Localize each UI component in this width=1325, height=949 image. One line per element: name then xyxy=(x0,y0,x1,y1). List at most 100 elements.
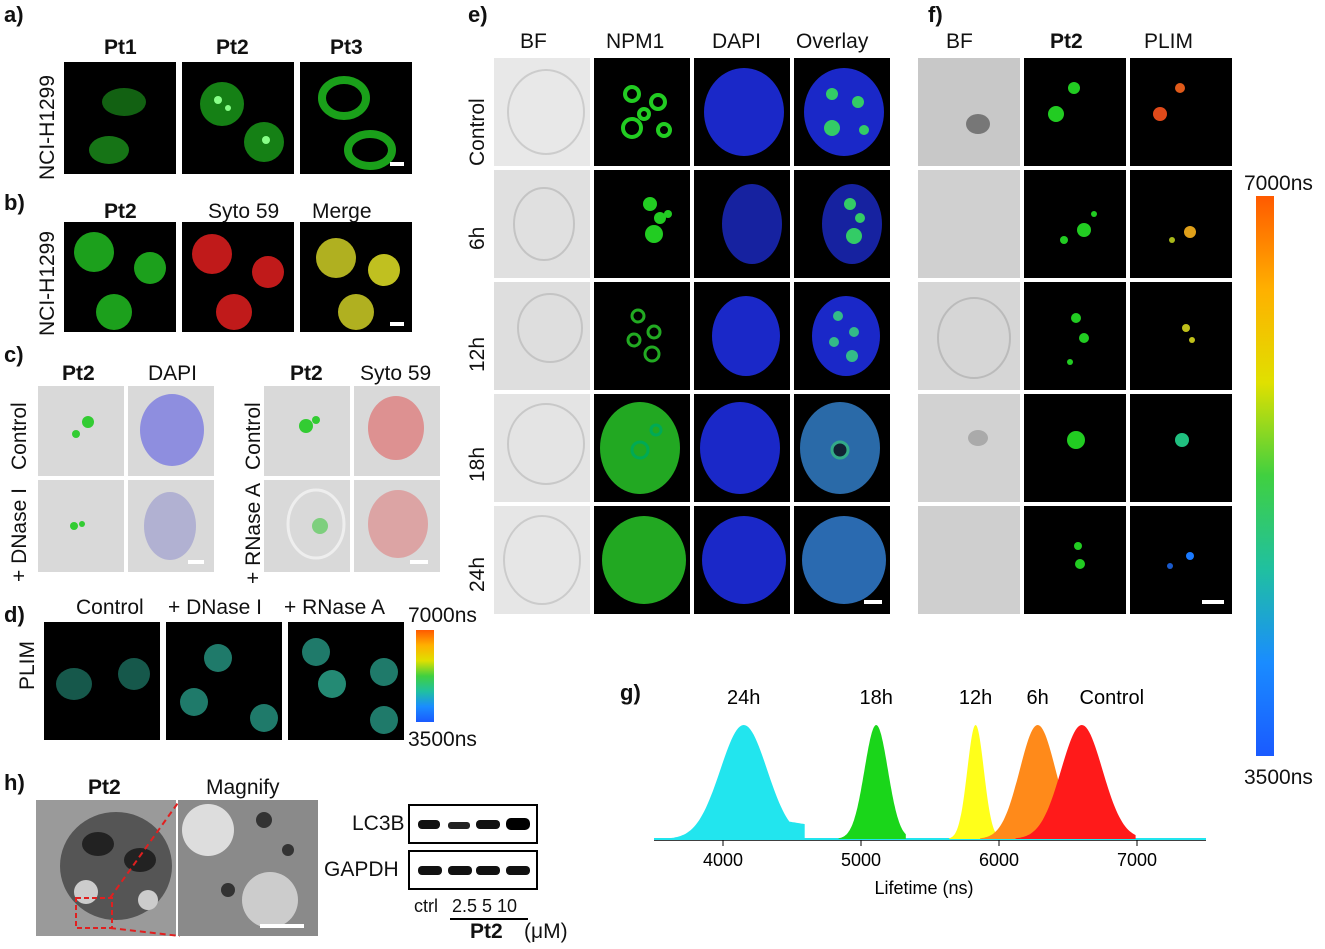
panel-f-bf-24h xyxy=(918,506,1020,614)
panel-f-bf-6h xyxy=(918,170,1020,278)
panel-e-bf-12h xyxy=(494,282,590,390)
panel-a-letter: a) xyxy=(4,2,24,27)
panel-a-img-pt1 xyxy=(64,62,176,174)
x-axis-label: Lifetime (ns) xyxy=(874,878,973,898)
panel-e-npm1-24h xyxy=(594,506,690,614)
panel-e-npm1-18h xyxy=(594,394,690,502)
panel-e-row-18h: 18h xyxy=(466,446,489,482)
panel-f-pt2-6h xyxy=(1024,170,1126,278)
panel-c-right-row-rnase: + RNase A xyxy=(242,483,265,584)
panel-f-col-bf: BF xyxy=(946,30,973,53)
panel-f-plim-6h xyxy=(1130,170,1232,278)
panel-d-row-label: PLIM xyxy=(16,640,39,690)
panel-c-letter: c) xyxy=(4,342,24,367)
panel-c-img-syto59-rnase xyxy=(354,480,440,572)
blot-label-gapdh: GAPDH xyxy=(324,858,399,881)
panel-b-letter: b) xyxy=(4,190,25,215)
blot-gapdh xyxy=(408,850,538,890)
panel-f-bf-control xyxy=(918,58,1020,166)
panel-h-letter: h) xyxy=(4,770,25,795)
panel-d-img-rnase xyxy=(288,622,404,740)
panel-e-bf-24h xyxy=(494,506,590,614)
panel-e-dapi-12h xyxy=(694,282,790,390)
panel-b-img-syto59 xyxy=(182,222,294,332)
panel-e-overlay-24h xyxy=(794,506,890,614)
panel-e-row-6h: 6h xyxy=(466,226,489,250)
panel-e-npm1-6h xyxy=(594,170,690,278)
panel-e-bf-control xyxy=(494,58,590,166)
series-label: Control xyxy=(1080,687,1144,709)
panel-d-img-dnase xyxy=(166,622,282,740)
x-tick-label: 6000 xyxy=(979,850,1019,870)
panel-e-letter: e) xyxy=(468,2,488,27)
panel-a-img-pt3 xyxy=(300,62,412,174)
panel-c-left-col-pt2: Pt2 xyxy=(62,362,95,385)
panel-f-plim-24h xyxy=(1130,506,1232,614)
panel-d-col-rnase: + RNase A xyxy=(284,596,385,619)
panel-d-letter: d) xyxy=(4,602,25,627)
panel-h-label-magnify: Magnify xyxy=(206,776,280,799)
scale-bar xyxy=(260,924,304,928)
panel-f-pt2-12h xyxy=(1024,282,1126,390)
panel-f-plim-control xyxy=(1130,58,1232,166)
panel-h-tem-image xyxy=(36,800,176,936)
series-18h-area xyxy=(838,725,906,839)
scale-bar xyxy=(864,600,882,604)
x-tick-label: 5000 xyxy=(841,850,881,870)
panel-b-col-merge: Merge xyxy=(312,200,372,223)
panel-c-left-row-dnase: + DNase I xyxy=(8,488,31,582)
panel-e-row-24h: 24h xyxy=(466,556,489,592)
panel-b-col-pt2: Pt2 xyxy=(104,200,137,223)
panel-f-col-plim: PLIM xyxy=(1144,30,1194,53)
blot-lane-doses: 2.5 5 10 xyxy=(452,896,518,916)
panel-a-row-label: NCI-H1299 xyxy=(36,74,59,180)
panel-e-bf-18h xyxy=(494,394,590,502)
panel-e-col-npm1: NPM1 xyxy=(606,30,665,53)
panel-g-letter: g) xyxy=(620,680,641,705)
panel-e-dapi-18h xyxy=(694,394,790,502)
scale-bar xyxy=(1202,600,1224,604)
scale-bar xyxy=(410,560,428,564)
panel-e-dapi-24h xyxy=(694,506,790,614)
panel-c-img-dapi-control xyxy=(128,386,214,476)
series-12h-area xyxy=(949,725,997,839)
blot-unit: (μM) xyxy=(524,920,568,943)
panel-c-img-pt2-control xyxy=(38,386,124,476)
panel-d-colorbar xyxy=(416,630,434,722)
panel-c-left-col-dapi: DAPI xyxy=(148,362,198,385)
series-24h-area xyxy=(668,725,805,839)
panel-e-overlay-18h xyxy=(794,394,890,502)
panel-c-left-row-control: Control xyxy=(8,402,31,470)
panel-d-img-control xyxy=(44,622,160,740)
panel-f-cbar-max: 7000ns xyxy=(1244,172,1313,195)
panel-b-img-pt2 xyxy=(64,222,176,332)
scale-bar xyxy=(390,322,404,326)
panel-f-pt2-24h xyxy=(1024,506,1126,614)
blot-compound: Pt2 xyxy=(470,920,503,943)
panel-f-cbar-min: 3500ns xyxy=(1244,766,1313,789)
panel-d-col-control: Control xyxy=(76,596,144,619)
panel-e-dapi-control xyxy=(694,58,790,166)
panel-a-col-pt2: Pt2 xyxy=(216,36,249,59)
panel-a-img-pt2 xyxy=(182,62,294,174)
series-label: 12h xyxy=(959,687,992,709)
panel-h-label-pt2: Pt2 xyxy=(88,776,121,799)
panel-e-col-bf: BF xyxy=(520,30,547,53)
blot-lane-ctrl: ctrl xyxy=(414,896,438,916)
panel-f-plim-12h xyxy=(1130,282,1232,390)
panel-h-zoom-lines xyxy=(109,800,181,937)
panel-e-row-12h: 12h xyxy=(466,336,489,372)
panel-d-cbar-min: 3500ns xyxy=(408,728,477,751)
panel-f-plim-18h xyxy=(1130,394,1232,502)
panel-c-img-syto59-control xyxy=(354,386,440,476)
panel-c-img-dapi-dnase xyxy=(128,480,214,572)
panel-f-pt2-18h xyxy=(1024,394,1126,502)
panel-b-row-label: NCI-H1299 xyxy=(36,230,59,336)
panel-d-cbar-max: 7000ns xyxy=(408,604,477,627)
panel-c-right-row-control: Control xyxy=(242,402,265,470)
panel-c-img-pt2-dnase xyxy=(38,480,124,572)
panel-f-pt2-control xyxy=(1024,58,1126,166)
lifetime-histogram-chart: 4000 5000 6000 7000 Lifetime (ns) 24h 18h 12h 6h… xyxy=(654,687,1206,898)
panel-b-col-syto59: Syto 59 xyxy=(208,200,280,223)
panel-e-row-control: Control xyxy=(466,98,489,166)
